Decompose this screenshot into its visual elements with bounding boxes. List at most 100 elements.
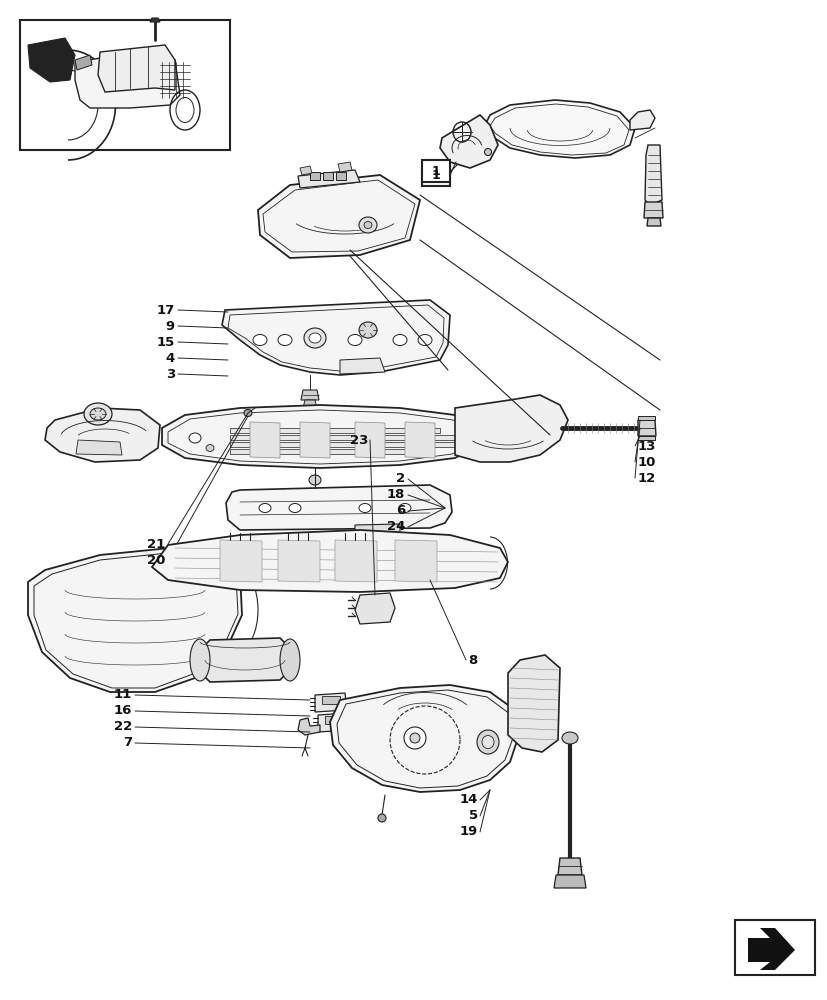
Text: 1: 1 xyxy=(431,169,440,182)
Text: 7: 7 xyxy=(122,736,131,750)
Polygon shape xyxy=(301,390,318,400)
Text: 8: 8 xyxy=(467,654,476,666)
Polygon shape xyxy=(330,685,518,792)
Polygon shape xyxy=(644,145,662,205)
Ellipse shape xyxy=(404,727,425,749)
Polygon shape xyxy=(220,540,261,582)
Text: 23: 23 xyxy=(349,434,367,446)
Ellipse shape xyxy=(280,639,299,681)
Text: 24: 24 xyxy=(386,520,404,534)
Text: 22: 22 xyxy=(113,720,131,734)
Bar xyxy=(422,160,449,182)
Text: 20: 20 xyxy=(146,554,165,566)
Text: 2: 2 xyxy=(395,473,404,486)
Polygon shape xyxy=(299,422,330,458)
Text: 9: 9 xyxy=(165,320,174,332)
Polygon shape xyxy=(298,718,319,735)
Polygon shape xyxy=(226,485,452,530)
Ellipse shape xyxy=(259,504,270,512)
Ellipse shape xyxy=(289,504,301,512)
Text: 3: 3 xyxy=(165,367,174,380)
Ellipse shape xyxy=(308,333,321,343)
Polygon shape xyxy=(336,172,346,180)
Ellipse shape xyxy=(206,444,213,452)
Ellipse shape xyxy=(378,814,385,822)
Text: 1: 1 xyxy=(431,165,440,178)
Polygon shape xyxy=(230,435,455,440)
Polygon shape xyxy=(404,422,434,458)
Polygon shape xyxy=(355,593,394,624)
Polygon shape xyxy=(75,55,92,70)
Ellipse shape xyxy=(90,408,106,420)
Ellipse shape xyxy=(84,403,112,425)
Ellipse shape xyxy=(359,504,370,512)
Polygon shape xyxy=(278,540,319,582)
Ellipse shape xyxy=(347,334,361,346)
Ellipse shape xyxy=(308,475,321,485)
Polygon shape xyxy=(200,638,289,682)
Polygon shape xyxy=(439,115,497,168)
Ellipse shape xyxy=(393,334,407,346)
Polygon shape xyxy=(28,38,75,82)
Polygon shape xyxy=(230,442,455,447)
Text: 13: 13 xyxy=(638,440,656,452)
Text: 5: 5 xyxy=(468,809,477,822)
Text: 4: 4 xyxy=(165,352,174,364)
Polygon shape xyxy=(629,110,654,130)
Polygon shape xyxy=(76,440,122,455)
Ellipse shape xyxy=(189,639,210,681)
Polygon shape xyxy=(322,696,340,704)
Polygon shape xyxy=(455,395,567,462)
Polygon shape xyxy=(45,408,160,462)
Text: 15: 15 xyxy=(156,336,174,349)
Ellipse shape xyxy=(476,730,499,754)
Polygon shape xyxy=(309,172,319,180)
Text: 6: 6 xyxy=(395,504,404,518)
Polygon shape xyxy=(485,100,634,158)
Polygon shape xyxy=(394,540,437,582)
Polygon shape xyxy=(553,875,586,888)
Polygon shape xyxy=(75,52,179,108)
Polygon shape xyxy=(340,358,385,374)
Text: 19: 19 xyxy=(459,825,477,838)
Polygon shape xyxy=(222,300,449,375)
Polygon shape xyxy=(325,716,342,724)
Ellipse shape xyxy=(189,433,201,443)
Polygon shape xyxy=(643,202,662,218)
Polygon shape xyxy=(98,45,174,92)
Ellipse shape xyxy=(418,334,432,346)
Polygon shape xyxy=(355,422,385,458)
Polygon shape xyxy=(638,416,654,420)
Polygon shape xyxy=(323,172,332,180)
Ellipse shape xyxy=(481,736,494,748)
Polygon shape xyxy=(303,400,317,408)
Ellipse shape xyxy=(278,334,292,346)
Polygon shape xyxy=(318,713,350,732)
Bar xyxy=(20,20,230,150)
Polygon shape xyxy=(335,540,376,582)
Text: 10: 10 xyxy=(638,456,656,468)
Polygon shape xyxy=(230,428,439,433)
Ellipse shape xyxy=(364,222,371,229)
Polygon shape xyxy=(298,170,360,188)
Ellipse shape xyxy=(359,322,376,338)
Text: 17: 17 xyxy=(156,304,174,316)
Polygon shape xyxy=(638,436,654,440)
Polygon shape xyxy=(299,166,312,175)
Polygon shape xyxy=(638,420,655,436)
Ellipse shape xyxy=(409,733,419,743)
Ellipse shape xyxy=(399,504,410,512)
Polygon shape xyxy=(152,530,508,592)
Text: 21: 21 xyxy=(146,538,165,550)
Polygon shape xyxy=(355,524,399,539)
Text: 12: 12 xyxy=(638,472,656,485)
Polygon shape xyxy=(162,405,480,468)
Ellipse shape xyxy=(244,410,251,416)
Polygon shape xyxy=(314,693,347,712)
Polygon shape xyxy=(258,175,419,258)
Polygon shape xyxy=(28,548,241,692)
Text: 18: 18 xyxy=(386,488,404,502)
Text: 14: 14 xyxy=(459,793,477,806)
Text: 11: 11 xyxy=(113,688,131,702)
Ellipse shape xyxy=(562,732,577,744)
